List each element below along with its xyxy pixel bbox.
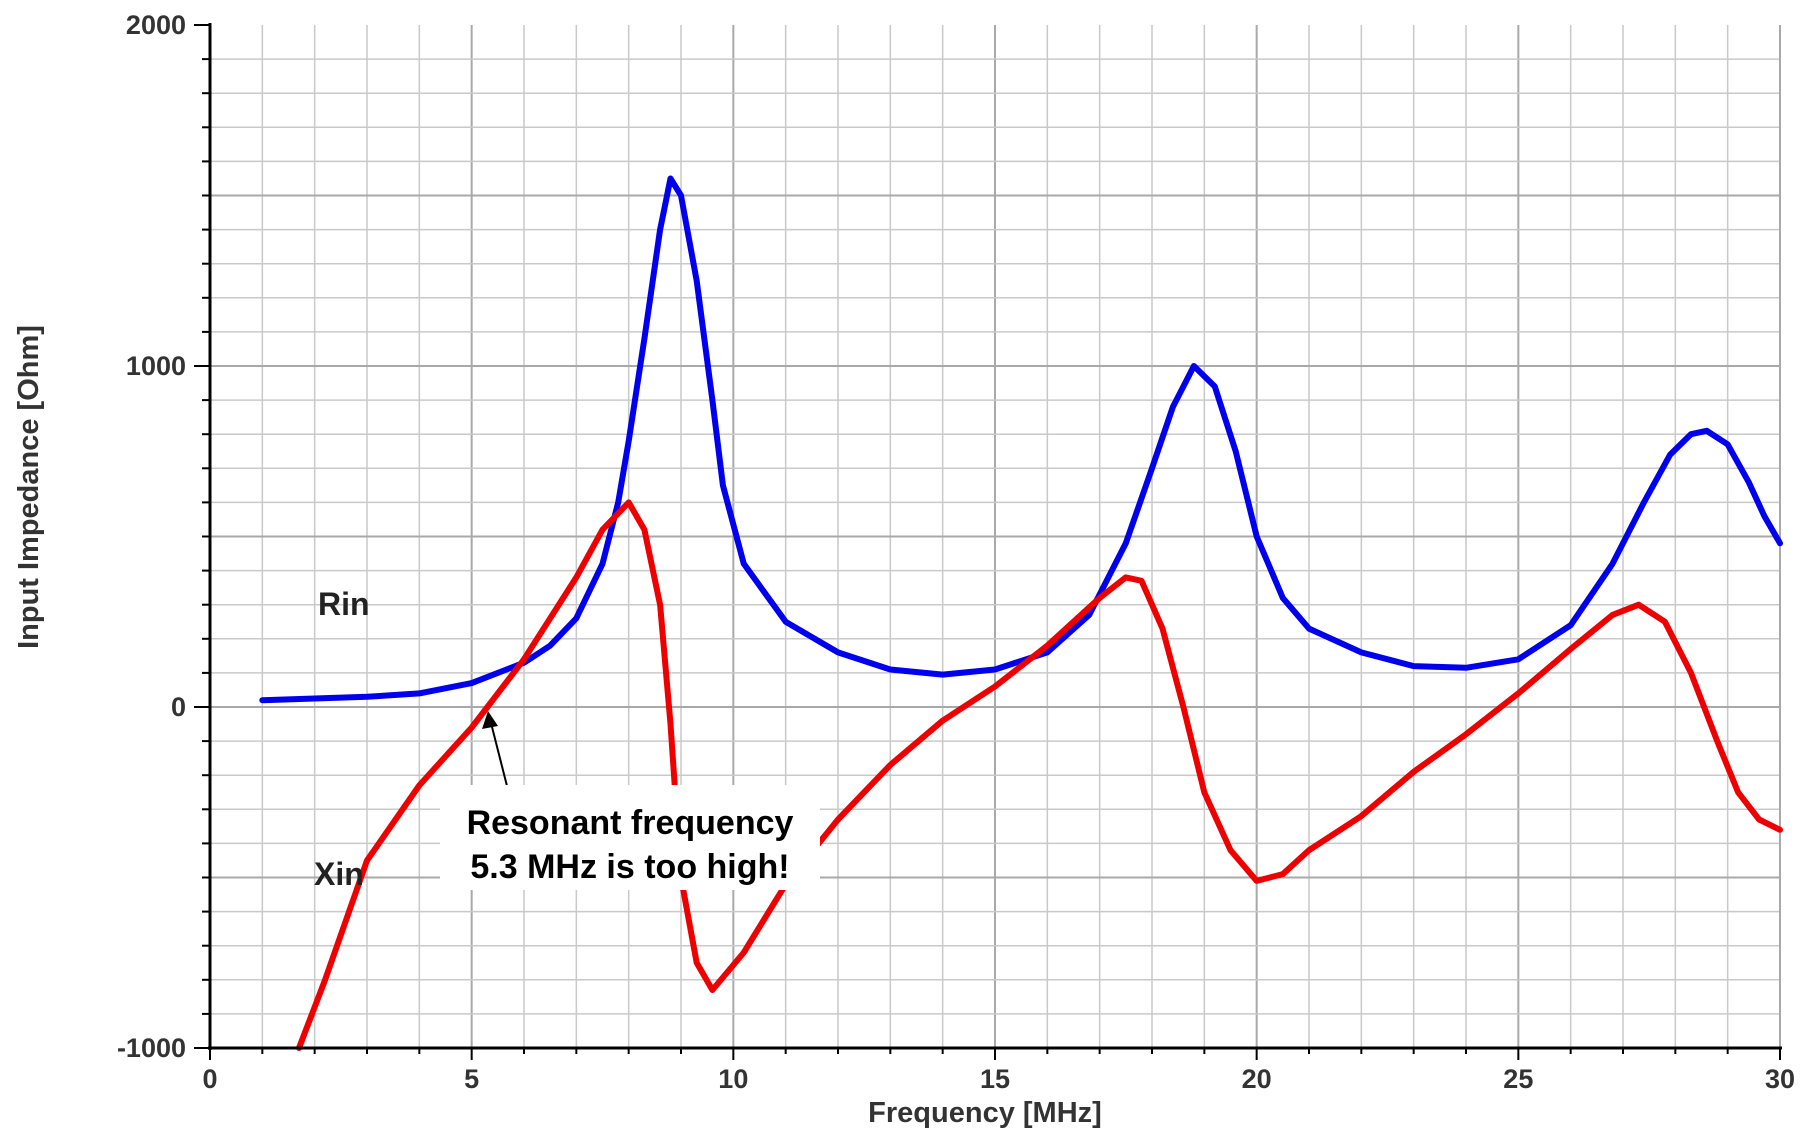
- x-tick-label: 15: [980, 1064, 1010, 1094]
- callout-box: [440, 785, 820, 890]
- x-tick-label: 0: [202, 1064, 217, 1094]
- x-tick-label: 20: [1242, 1064, 1272, 1094]
- callout-line-1: Resonant frequency: [467, 804, 794, 842]
- grid-lines: [210, 25, 1781, 1048]
- x-tick-label: 10: [718, 1064, 748, 1094]
- y-tick-label: -1000: [117, 1033, 186, 1063]
- y-axis-title: Input Impedance [Ohm]: [13, 325, 45, 649]
- y-tick-label: 1000: [126, 351, 186, 381]
- x-tick-label: 5: [464, 1064, 479, 1094]
- series-line-xin: [296, 499, 1783, 1051]
- axes: [194, 23, 1782, 1060]
- resonance-callout: Resonant frequency 5.3 MHz is too high!: [440, 711, 820, 890]
- x-tick-label: 30: [1765, 1064, 1795, 1094]
- x-axis-title: Frequency [MHz]: [868, 1097, 1102, 1129]
- callout-line-2: 5.3 MHz is too high!: [470, 848, 789, 886]
- x-tick-label: 25: [1503, 1064, 1533, 1094]
- series-layer: [259, 175, 1783, 1051]
- series-line-rin: [259, 175, 1783, 704]
- series-label-xin: Xin: [314, 856, 364, 892]
- callout-arrowhead: [482, 711, 498, 729]
- y-tick-label: 2000: [126, 10, 186, 40]
- tick-labels: 0 5 10 15 20 25 30 2000 1000 0 -1000: [117, 10, 1795, 1094]
- y-tick-label: 0: [171, 692, 186, 722]
- series-label-rin: Rin: [318, 586, 370, 622]
- callout-arrow-line: [490, 722, 508, 787]
